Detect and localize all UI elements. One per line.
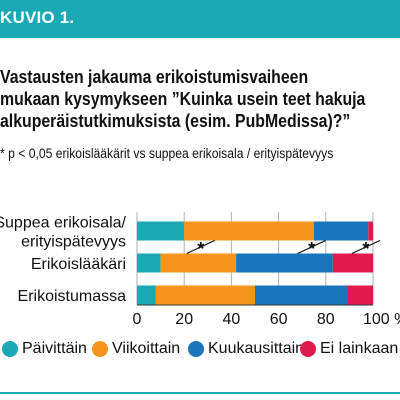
bar-segment	[137, 285, 156, 305]
figure-label: KUVIO 1.	[0, 8, 75, 27]
bar-segment	[137, 221, 185, 241]
legend-label: Ei lainkaan	[320, 340, 399, 357]
legend-label: Päivittäin	[22, 340, 87, 357]
bar-segment	[255, 285, 348, 305]
legend-swatch	[188, 341, 204, 357]
bar-segment	[236, 253, 333, 273]
x-tick-label: 0	[133, 311, 142, 328]
category-label: Erikoislääkäri	[31, 256, 126, 273]
figure-header-bar	[0, 0, 400, 38]
category-label: Erikoistumassa	[18, 288, 127, 305]
legend-label: Viikoittain	[112, 340, 181, 357]
significance-line	[297, 239, 326, 255]
legend-item: Kuukausittain	[188, 340, 304, 358]
bar-segment	[184, 221, 314, 241]
significance-line	[186, 239, 215, 255]
chart-legend: Päivittäin Viikoittain Kuukausittain Ei lai…	[0, 340, 400, 364]
bar-segment	[155, 285, 255, 305]
legend-item: Viikoittain	[92, 340, 180, 358]
x-tick-label: 60	[270, 311, 288, 328]
legend-label: Kuukausittain	[208, 340, 305, 357]
legend-swatch	[2, 341, 18, 357]
x-tick-label: 20	[175, 311, 193, 328]
bar-segment	[332, 253, 373, 273]
bar-segment	[137, 253, 161, 273]
stacked-bar-chart: Suppea erikoisala/erityispätevyys Erikois…	[0, 212, 400, 328]
x-tick-label: 80	[317, 311, 335, 328]
x-tick-label: 40	[223, 311, 241, 328]
significance-note: * p < 0,05 erikoislääkärit vs suppea eri…	[0, 146, 334, 161]
significance-star: *	[362, 239, 369, 259]
chart-title: Vastausten jakauma erikoistumisvaiheen m…	[0, 66, 366, 132]
bar-segment	[160, 253, 237, 273]
bottom-rule	[0, 392, 400, 394]
significance-star: *	[197, 239, 204, 259]
significance-line	[351, 239, 381, 255]
significance-star: *	[308, 239, 315, 259]
legend-swatch	[300, 341, 316, 357]
legend-swatch	[92, 341, 108, 357]
bar-segment	[314, 221, 369, 241]
x-tick-label: 100 %	[363, 311, 400, 328]
chart-title-line: Vastausten jakauma erikoistumisvaiheen	[0, 67, 309, 87]
chart-title-line: alkuperäistutkimuksista (esim. PubMediss…	[0, 111, 351, 131]
chart-title-line: mukaan kysymykseen ”Kuinka usein teet ha…	[0, 89, 366, 109]
legend-item: Ei lainkaan	[300, 340, 398, 358]
category-label: erityispätevyys	[21, 234, 126, 251]
bar-segment	[368, 221, 373, 241]
category-label: Suppea erikoisala/	[0, 215, 127, 232]
legend-item: Päivittäin	[2, 340, 87, 358]
bar-segment	[347, 285, 373, 305]
